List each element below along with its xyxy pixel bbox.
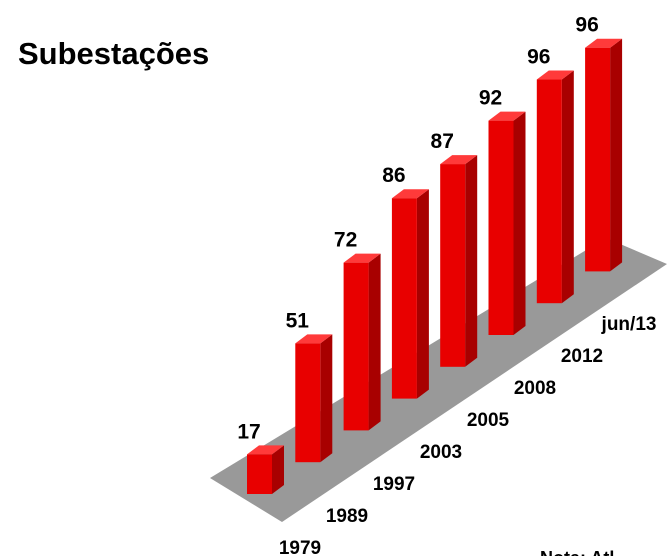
bar xyxy=(247,445,284,494)
bar-side xyxy=(416,189,429,399)
bar-top xyxy=(585,38,623,48)
x-tick-label: 2008 xyxy=(514,378,556,399)
bar-side xyxy=(610,38,623,272)
bar-front xyxy=(536,79,562,304)
bar-side xyxy=(513,111,526,335)
bar xyxy=(488,111,526,335)
bar-top xyxy=(247,445,284,455)
bar-top xyxy=(343,253,381,263)
bar-front xyxy=(585,47,611,272)
bar-side xyxy=(465,155,478,367)
bar xyxy=(440,155,478,367)
x-tick-label: 2003 xyxy=(420,442,462,463)
x-tick-label: 1997 xyxy=(373,474,415,495)
bar-side xyxy=(320,334,333,463)
annotation: Nota: Atl xyxy=(540,548,614,556)
chart-title: Subestações xyxy=(18,36,209,71)
bar xyxy=(343,253,381,431)
x-tick-label: 1989 xyxy=(326,506,368,527)
bar-front xyxy=(343,262,369,431)
x-tick-label: 2005 xyxy=(467,410,510,431)
bar-top xyxy=(295,334,333,344)
bar xyxy=(295,334,333,463)
bar-side xyxy=(561,70,574,304)
value-label: 72 xyxy=(334,229,357,252)
bar-top xyxy=(488,111,526,121)
value-label: 86 xyxy=(382,164,405,187)
x-tick-label: 2012 xyxy=(561,346,603,367)
bar-front xyxy=(295,343,321,463)
bar xyxy=(391,189,429,399)
bar-side xyxy=(272,445,284,494)
value-label: 96 xyxy=(575,14,598,37)
bar-top xyxy=(440,155,478,165)
bar-top xyxy=(536,70,574,80)
bar xyxy=(536,70,574,304)
x-tick-label: 1979 xyxy=(279,538,321,556)
bar xyxy=(585,38,623,272)
value-label: 17 xyxy=(237,420,260,443)
value-label: 96 xyxy=(527,46,550,69)
value-label: 92 xyxy=(479,87,502,110)
value-label: 87 xyxy=(431,130,454,153)
bar-front xyxy=(440,164,466,367)
bar-side xyxy=(368,253,381,431)
bar-front xyxy=(391,198,417,399)
x-tick-label: jun/13 xyxy=(601,314,657,335)
bar-front xyxy=(247,454,272,494)
bar-top xyxy=(391,189,429,199)
bar-front xyxy=(488,120,514,335)
value-label: 51 xyxy=(286,309,310,332)
